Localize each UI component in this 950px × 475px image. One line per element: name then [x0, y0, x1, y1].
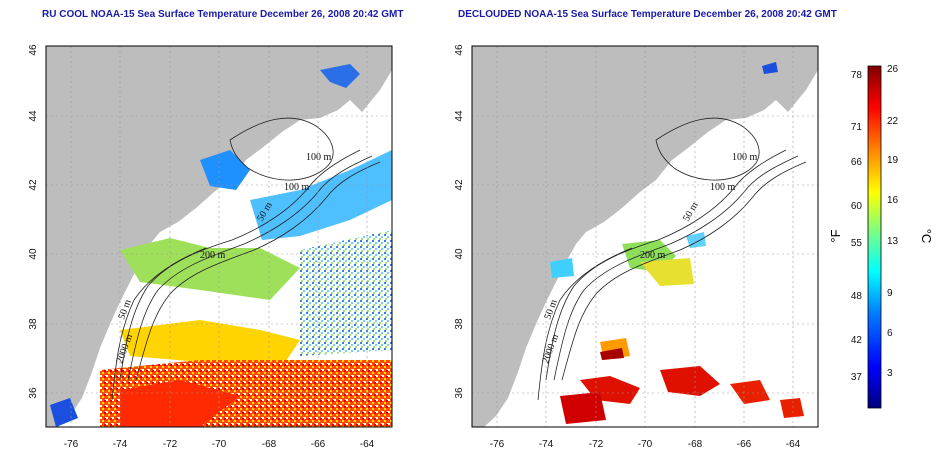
c-tick-26: 26 — [887, 64, 899, 75]
right-lat-tick-1: 36 — [454, 387, 465, 399]
left-contour-gulf-maine — [229, 117, 334, 181]
left-lon-tick-1: -76 — [64, 439, 79, 450]
right-sst-darkred — [600, 348, 624, 360]
c-tick-3: 3 — [887, 368, 893, 379]
f-tick-37: 37 — [851, 372, 863, 383]
left-map-title: RU COOL NOAA-15 Sea Surface Temperature … — [42, 9, 404, 20]
right-contour-label-1: 100 m — [732, 152, 758, 163]
left-lon-tick-5: -68 — [262, 439, 277, 450]
left-gridlines — [46, 46, 392, 427]
f-tick-78: 78 — [851, 70, 863, 81]
right-map-frame — [471, 45, 819, 428]
left-lon-tick-2: -74 — [113, 439, 128, 450]
left-sst-shelf-edge — [200, 150, 250, 190]
f-tick-66: 66 — [851, 157, 863, 168]
right-land — [472, 46, 818, 427]
right-lon-tick-7: -64 — [786, 439, 801, 450]
left-contour-label-1: 100 m — [306, 152, 332, 163]
c-tick-9: 9 — [887, 288, 893, 299]
right-contour-100m — [553, 155, 799, 381]
right-lat-axis: 36 38 40 42 44 46 — [454, 44, 465, 399]
left-map-frame — [45, 45, 393, 428]
left-lon-tick-3: -72 — [163, 439, 178, 450]
left-lat-axis: 36 38 40 42 44 46 — [28, 44, 39, 399]
left-lat-tick-3: 40 — [28, 248, 39, 260]
right-lon-tick-6: -66 — [737, 439, 752, 450]
left-lat-tick-1: 36 — [28, 387, 39, 399]
right-lat-tick-3: 40 — [454, 248, 465, 260]
right-sst-south-red-5 — [780, 398, 804, 418]
f-tick-42: 42 — [851, 335, 863, 346]
right-lon-tick-3: -72 — [589, 439, 604, 450]
right-sst-south-red-4 — [730, 380, 770, 404]
left-map-panel: 100 m 100 m 50 m 200 m 50 m 2000 m -76 -… — [28, 44, 393, 450]
left-lat-tick-2: 38 — [28, 318, 39, 330]
colorbar-gradient — [867, 65, 882, 409]
right-map-title: DECLOUDED NOAA-15 Sea Surface Temperatur… — [458, 9, 837, 20]
right-lat-tick-6: 46 — [454, 44, 465, 56]
left-sst-south-warm — [120, 380, 240, 427]
left-sst-gulfstream — [120, 320, 300, 370]
c-tick-16: 16 — [887, 195, 899, 206]
left-island — [330, 70, 378, 100]
f-tick-60: 60 — [851, 201, 863, 212]
c-tick-13: 13 — [887, 236, 899, 247]
right-sst-south-red-3 — [560, 392, 606, 424]
f-tick-55: 55 — [851, 238, 863, 249]
colorbar-unit-c: °C — [919, 229, 934, 244]
right-lon-tick-5: -68 — [688, 439, 703, 450]
left-lon-tick-4: -70 — [212, 439, 227, 450]
left-sst-shelf — [120, 238, 300, 300]
right-sst-coastal-cyan — [550, 258, 574, 278]
right-sst-cyan-slope — [686, 232, 706, 248]
right-contour-gulf-maine — [655, 117, 760, 181]
left-lat-tick-5: 44 — [28, 110, 39, 122]
right-contour-label-2: 100 m — [710, 182, 736, 193]
left-lon-tick-6: -66 — [311, 439, 326, 450]
left-contour-label-4: 200 m — [200, 250, 226, 261]
right-island — [756, 70, 804, 100]
right-lon-tick-1: -76 — [490, 439, 505, 450]
right-lon-tick-4: -70 — [638, 439, 653, 450]
left-sst-northeast — [320, 64, 360, 88]
f-tick-48: 48 — [851, 291, 863, 302]
right-lat-tick-5: 44 — [454, 110, 465, 122]
colorbar-unit-f: °F — [828, 229, 843, 242]
right-lat-tick-4: 42 — [454, 179, 465, 191]
right-sst-south-red-2 — [660, 366, 720, 396]
left-contour-label-2: 100 m — [284, 182, 310, 193]
colorbar-c-ticks: 26 22 19 16 13 9 6 3 — [887, 64, 899, 379]
left-contour-200m — [135, 161, 381, 381]
c-tick-22: 22 — [887, 116, 899, 127]
left-contour-100m — [127, 155, 373, 381]
left-sst-slope — [250, 150, 392, 240]
colorbar-f-ticks: 78 71 66 60 55 48 42 37 — [851, 70, 863, 383]
right-lon-axis: -76 -74 -72 -70 -68 -66 -64 — [490, 439, 801, 450]
c-tick-6: 6 — [887, 328, 893, 339]
f-tick-71: 71 — [851, 122, 863, 133]
left-lon-tick-7: -64 — [360, 439, 375, 450]
right-map-panel: 100 m 100 m 50 m 200 m 50 m 2000 m -76 -… — [454, 44, 819, 450]
left-sst-east-noise — [300, 230, 392, 356]
right-contour-2000m — [537, 247, 633, 401]
right-sst-shelf-yellow — [640, 258, 694, 286]
left-contour-2000m — [111, 247, 207, 401]
right-sst-north-blue — [762, 62, 778, 74]
right-gridlines — [472, 46, 818, 427]
left-sst-coastal-blue — [50, 398, 78, 427]
right-contour-label-4: 200 m — [640, 250, 666, 261]
colorbar: 78 71 66 60 55 48 42 37 26 22 19 16 13 9… — [828, 64, 934, 409]
left-lon-axis: -76 -74 -72 -70 -68 -66 -64 — [64, 439, 375, 450]
left-lat-tick-4: 42 — [28, 179, 39, 191]
c-tick-19: 19 — [887, 155, 899, 166]
right-lat-tick-2: 38 — [454, 318, 465, 330]
right-lon-tick-2: -74 — [539, 439, 554, 450]
left-land — [46, 46, 392, 427]
left-lat-tick-6: 46 — [28, 44, 39, 56]
right-contour-200m — [561, 161, 807, 381]
